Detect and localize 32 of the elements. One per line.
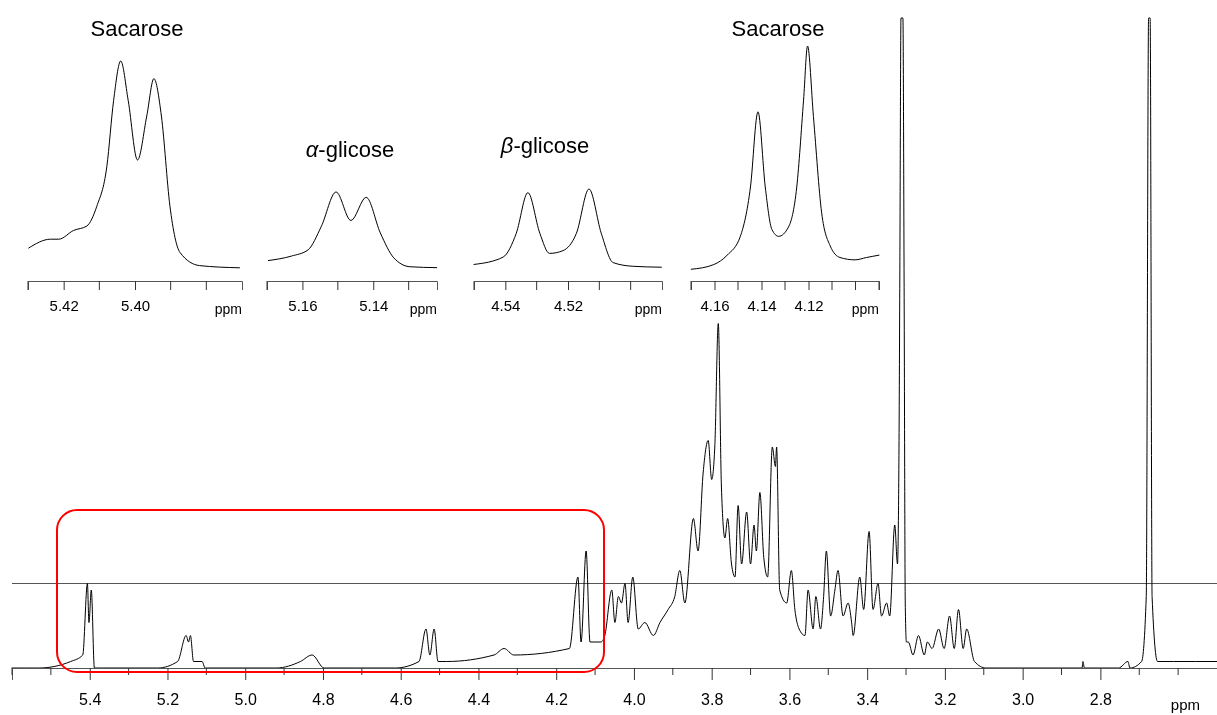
x-tick-label: 4.6 bbox=[390, 691, 413, 709]
x-tick-label: 4.54 bbox=[491, 296, 521, 314]
x-tick-label: 4.16 bbox=[700, 296, 730, 314]
chart-title: β-glicose bbox=[499, 133, 590, 158]
chart-title: Sacarose bbox=[731, 16, 825, 41]
x-axis-title: ppm bbox=[409, 301, 437, 317]
x-tick-label: 5.16 bbox=[288, 296, 318, 314]
x-tick-label: 3.8 bbox=[701, 691, 724, 709]
x-tick-label: 2.8 bbox=[1089, 691, 1113, 709]
x-tick-label: 4.12 bbox=[794, 296, 824, 314]
x-tick-label: 3.4 bbox=[856, 691, 879, 709]
x-tick-label: 4.14 bbox=[747, 296, 777, 314]
x-tick-label: 4.0 bbox=[623, 691, 646, 709]
x-axis-title: ppm bbox=[1170, 696, 1200, 713]
x-tick-label: 5.0 bbox=[234, 691, 257, 709]
x-tick-label: 4.2 bbox=[545, 691, 568, 709]
x-tick-label: 3.0 bbox=[1012, 691, 1035, 709]
x-tick-label: 5.4 bbox=[79, 691, 102, 709]
x-axis-title: ppm bbox=[634, 301, 662, 317]
x-tick-label: 4.52 bbox=[553, 296, 584, 314]
x-tick-label: 5.2 bbox=[156, 691, 180, 709]
x-tick-label: 3.6 bbox=[778, 691, 802, 709]
chart-title: Sacarose bbox=[90, 16, 184, 41]
chart-title: α-glicose bbox=[305, 137, 395, 162]
x-tick-label: 5.40 bbox=[120, 296, 151, 314]
x-axis-title: ppm bbox=[851, 301, 879, 317]
x-tick-label: 5.42 bbox=[49, 296, 79, 314]
x-axis-title: ppm bbox=[214, 301, 242, 317]
x-tick-label: 4.8 bbox=[312, 691, 335, 709]
x-tick-label: 3.2 bbox=[934, 691, 957, 709]
x-tick-label: 4.4 bbox=[467, 691, 491, 709]
x-tick-label: 5.14 bbox=[359, 296, 389, 314]
